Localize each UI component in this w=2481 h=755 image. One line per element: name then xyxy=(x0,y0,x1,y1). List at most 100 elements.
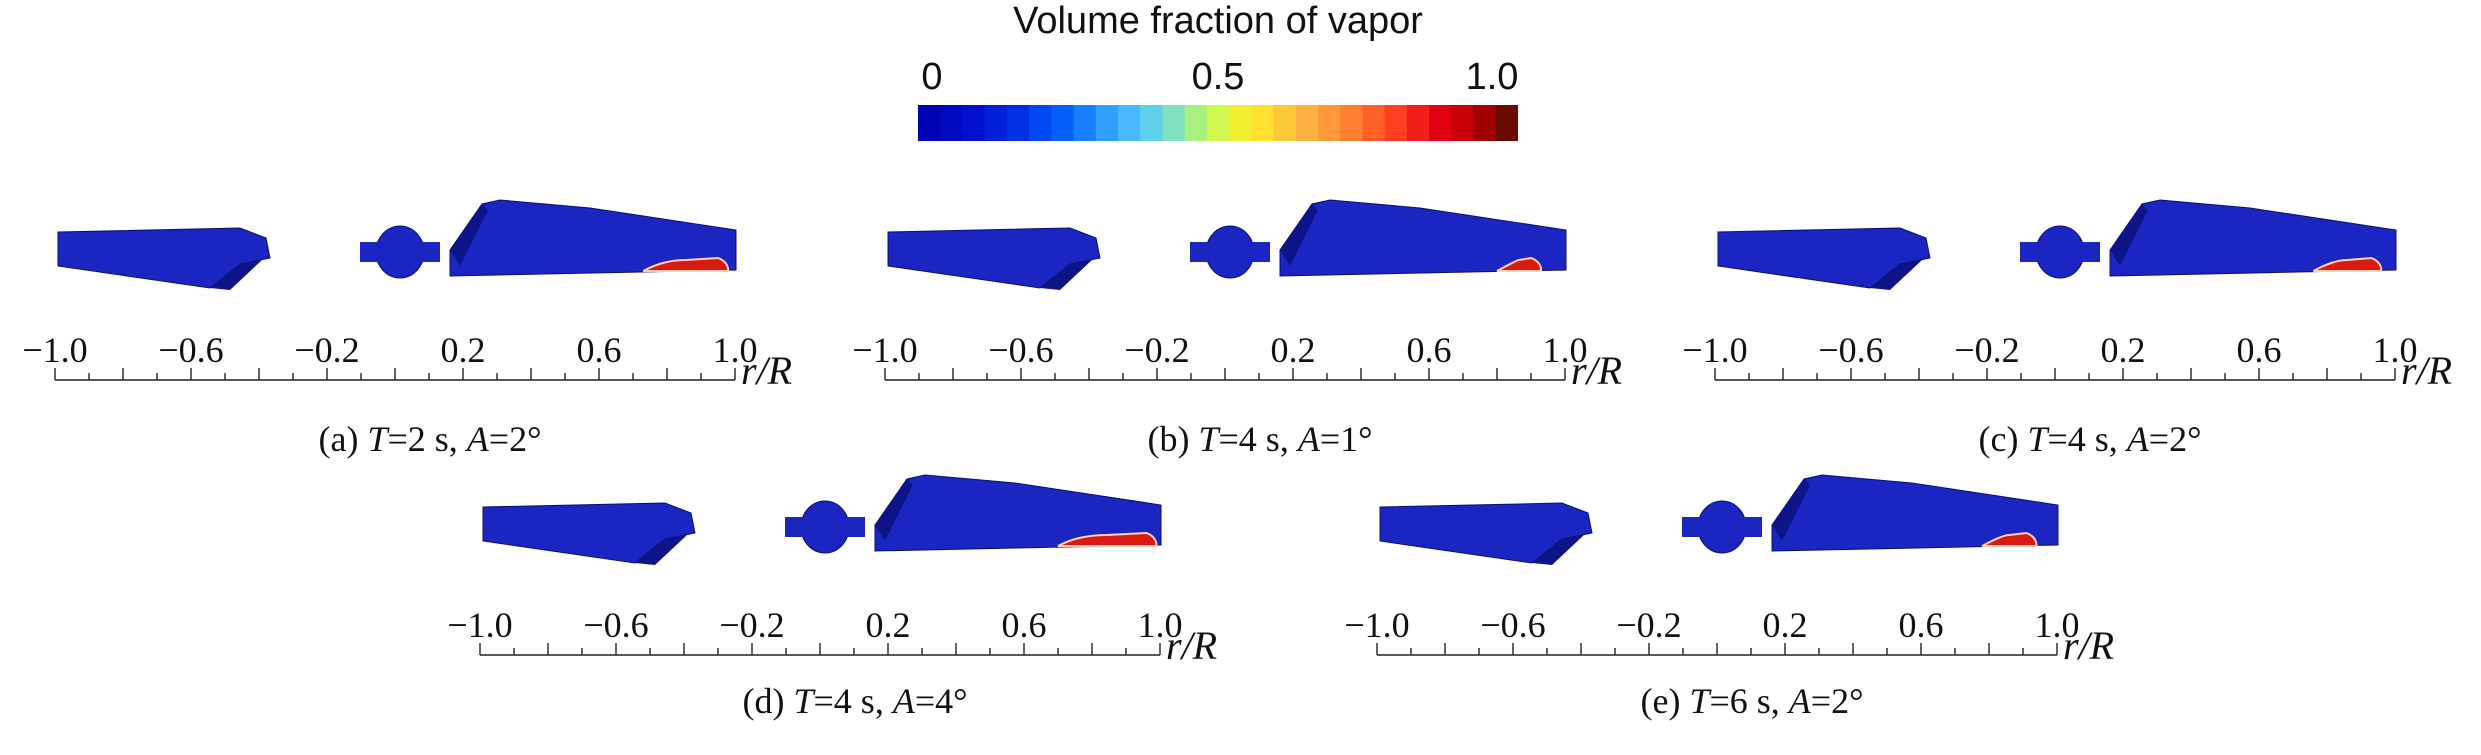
hub-shaft xyxy=(1190,242,1270,262)
right-blade xyxy=(2109,199,2397,277)
propeller-blade xyxy=(57,199,737,290)
axis-tick-label: −1.0 xyxy=(22,330,87,370)
colorbar-swatch xyxy=(1429,105,1452,141)
right-blade xyxy=(449,199,737,277)
colorbar-swatch xyxy=(1340,105,1364,141)
axis-name: r/R xyxy=(1166,623,1217,668)
right-blade xyxy=(874,474,1162,552)
colorbar-swatch xyxy=(962,105,986,141)
axis-tick-label: −0.6 xyxy=(158,330,223,370)
colorbar-swatch xyxy=(1073,105,1097,141)
panel-caption: (e) T=6 s, A=2° xyxy=(1640,681,1864,721)
right-blade-edge xyxy=(2110,204,2148,266)
axis-tick-label: 0.2 xyxy=(441,330,486,370)
vapor-cavity xyxy=(1496,256,1543,272)
colorbar-swatch xyxy=(1495,105,1518,141)
axis-tick-label: −1.0 xyxy=(447,605,512,645)
vapor-cavity xyxy=(642,256,730,272)
colorbar-swatch xyxy=(1229,105,1252,141)
panel-c: −1.0 −0.6 −0.2 0.2 0.6 1.0 r/R (c) T=4 s, A=2° xyxy=(1682,180,2481,480)
axis-tick-label: 0.6 xyxy=(1002,605,1047,645)
axis-tick-label: 1.0 xyxy=(2035,605,2080,645)
axis-tick-label: −0.6 xyxy=(988,330,1053,370)
vapor-cavity xyxy=(1981,531,2038,547)
right-blade-edge xyxy=(450,204,488,266)
left-blade-edge xyxy=(210,260,262,290)
left-blade-edge xyxy=(1040,260,1092,290)
axis-tick-label: −0.6 xyxy=(1480,605,1545,645)
propeller-blade xyxy=(887,199,1567,290)
colorbar-swatch xyxy=(940,105,964,141)
left-blade xyxy=(57,227,271,289)
axis-tick-label: 0.6 xyxy=(2237,330,2282,370)
axis-tick-label: −0.2 xyxy=(719,605,784,645)
axis-tick-label: 0.6 xyxy=(1899,605,1944,645)
left-blade xyxy=(887,227,1101,289)
axis-name: r/R xyxy=(2063,623,2114,668)
colorbar-swatch xyxy=(1295,105,1319,141)
axis-tick-label: −0.2 xyxy=(1124,330,1189,370)
axis-name: r/R xyxy=(1571,348,1622,393)
hub-shaft xyxy=(360,242,440,262)
colorbar-swatch xyxy=(1473,105,1497,141)
axis-tick-label: −0.2 xyxy=(1954,330,2019,370)
colorbar-swatch xyxy=(1006,105,1030,141)
axis-name: r/R xyxy=(741,348,792,393)
colorbar-swatch xyxy=(1384,105,1408,141)
colorbar-swatch xyxy=(1251,105,1275,141)
axis-tick-label: −1.0 xyxy=(1344,605,1409,645)
panel-d: −1.0 −0.6 −0.2 0.2 0.6 1.0 r/R (d) T=4 s, A=4° xyxy=(447,455,1255,755)
colorbar-swatch xyxy=(1140,105,1164,141)
colorbar-swatch xyxy=(1051,105,1075,141)
hub-shaft xyxy=(785,517,865,537)
vapor-cavity xyxy=(2312,256,2383,272)
colorbar-label-05: 0.5 xyxy=(1191,56,1245,98)
axis-tick-label: 0.6 xyxy=(1407,330,1452,370)
axis-tick-label: −0.2 xyxy=(1616,605,1681,645)
panel-e: −1.0 −0.6 −0.2 0.2 0.6 1.0 r/R (e) T=6 s, A=2° xyxy=(1344,455,2152,755)
propeller-blade xyxy=(1717,199,2397,290)
panel-a: −1.0 −0.6 −0.2 0.2 0.6 1.0 r/R (a) T=2 s, A=2° xyxy=(22,180,830,480)
colorbar-label-0: 0 xyxy=(921,56,943,98)
colorbar-swatch xyxy=(1118,105,1141,141)
colorbar-swatch xyxy=(1206,105,1230,141)
axis-name: r/R xyxy=(2401,348,2452,393)
axis-tick-label: −0.6 xyxy=(583,605,648,645)
right-blade xyxy=(1279,199,1567,277)
colorbar-swatch xyxy=(1162,105,1186,141)
axis-tick-label: −1.0 xyxy=(852,330,917,370)
right-blade-edge xyxy=(875,479,913,541)
vapor-cavity xyxy=(1057,531,1158,547)
axis-tick-label: 0.2 xyxy=(1763,605,1808,645)
axis-tick-label: −0.2 xyxy=(294,330,359,370)
colorbar-swatch xyxy=(1184,105,1208,141)
panel-caption: (a) T=2 s, A=2° xyxy=(318,419,542,459)
right-blade-edge xyxy=(1280,204,1318,266)
panel-caption: (c) T=4 s, A=2° xyxy=(1978,419,2202,459)
propeller-blade xyxy=(1379,474,2059,565)
axis-tick-label: 1.0 xyxy=(713,330,758,370)
panel-caption: (b) T=4 s, A=1° xyxy=(1147,419,1373,459)
colorbar-swatch xyxy=(918,105,941,141)
left-blade-edge xyxy=(1870,260,1922,290)
colorbar-swatch xyxy=(1362,105,1386,141)
panel-caption: (d) T=4 s, A=4° xyxy=(742,681,968,721)
colorbar-swatch xyxy=(1273,105,1297,141)
axis-tick-label: 0.2 xyxy=(1271,330,1316,370)
left-blade xyxy=(1717,227,1931,289)
colorbar-swatch xyxy=(1451,105,1475,141)
left-blade-edge xyxy=(635,535,687,565)
colorbar xyxy=(918,105,1518,141)
colorbar-label-10: 1.0 xyxy=(1465,56,1519,98)
colorbar-swatch xyxy=(1318,105,1341,141)
axis-tick-label: −1.0 xyxy=(1682,330,1747,370)
axis-tick-label: 1.0 xyxy=(1543,330,1588,370)
colorbar-swatch xyxy=(1095,105,1119,141)
left-blade-edge xyxy=(1532,535,1584,565)
colorbar-swatch xyxy=(1029,105,1052,141)
hub-shaft xyxy=(1682,517,1762,537)
propeller-blade xyxy=(482,474,1162,565)
axis-tick-label: −0.6 xyxy=(1818,330,1883,370)
colorbar-swatch xyxy=(1406,105,1430,141)
left-blade xyxy=(482,502,696,564)
